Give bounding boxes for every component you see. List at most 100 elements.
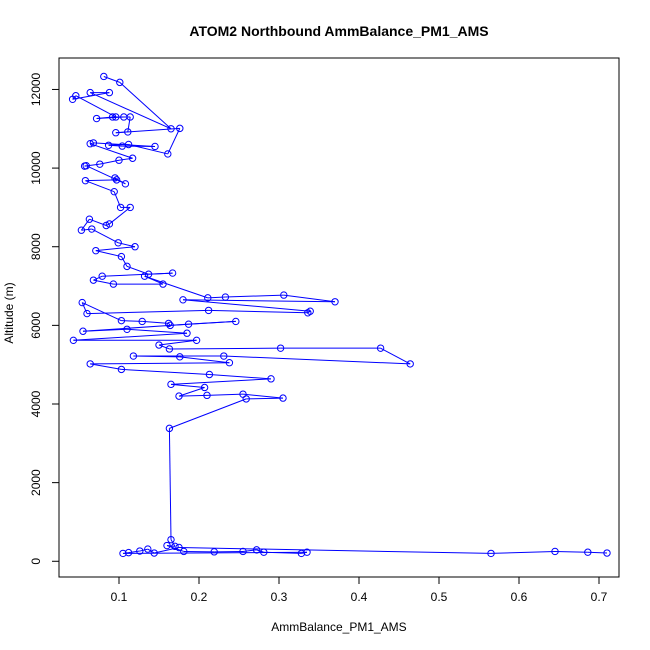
data-point xyxy=(175,392,183,400)
data-point xyxy=(105,88,114,97)
series-segment xyxy=(85,180,115,193)
data-point xyxy=(121,180,130,188)
data-point xyxy=(406,360,414,368)
data-point xyxy=(136,547,144,555)
data-point xyxy=(78,298,86,307)
data-point xyxy=(123,325,131,333)
data-point xyxy=(176,124,184,133)
data-point xyxy=(119,549,127,558)
data-point xyxy=(260,548,268,556)
data-point xyxy=(175,543,183,552)
data-point xyxy=(111,174,119,182)
data-point xyxy=(165,345,174,353)
data-point xyxy=(128,154,137,162)
series-segment xyxy=(554,550,588,553)
x-axis-label: AmmBalance_PM1_AMS xyxy=(271,620,406,634)
x-axis: 0.1 0.2 0.3 0.4 0.5 0.6 0.7 xyxy=(111,576,608,604)
series-segment xyxy=(82,328,128,332)
series-segment xyxy=(95,246,136,252)
data-point xyxy=(96,160,104,168)
y-tick-label: 4000 xyxy=(29,390,43,417)
data-point xyxy=(123,262,131,271)
series-segment xyxy=(108,144,123,147)
data-point xyxy=(167,380,175,389)
series-segment xyxy=(169,398,247,429)
data-point xyxy=(82,162,90,170)
x-tick-label: 0.3 xyxy=(271,590,288,604)
series-segment xyxy=(120,256,128,267)
data-point xyxy=(165,424,174,433)
series-segment xyxy=(121,368,210,376)
series-segment xyxy=(128,550,140,554)
series-segment xyxy=(170,383,205,388)
series-segment xyxy=(246,397,284,400)
data-point xyxy=(303,548,311,556)
data-point xyxy=(116,78,124,87)
series-segment xyxy=(90,143,133,159)
x-tick-label: 0.4 xyxy=(351,590,368,604)
series-segment xyxy=(109,207,131,225)
series-segment xyxy=(208,309,308,314)
data-point xyxy=(179,296,187,304)
data-point xyxy=(200,383,209,392)
series-segment xyxy=(182,299,311,312)
data-point xyxy=(92,246,100,255)
data-point xyxy=(98,272,106,280)
data-point xyxy=(276,344,285,352)
data-point xyxy=(584,548,592,556)
data-point xyxy=(487,549,495,558)
series-segment xyxy=(147,548,155,554)
series-segment xyxy=(380,347,411,365)
data-point xyxy=(603,549,611,557)
data-point xyxy=(210,548,218,556)
series-segment xyxy=(170,539,176,547)
data-point xyxy=(144,545,152,553)
series-segment xyxy=(223,355,411,365)
series-segment xyxy=(144,275,208,299)
series-segment xyxy=(209,374,272,380)
data-point xyxy=(126,113,134,121)
plot-frame xyxy=(58,57,620,578)
series-segment xyxy=(242,393,284,399)
data-point xyxy=(114,239,122,247)
data-point xyxy=(108,113,117,121)
data-point xyxy=(252,546,261,554)
data-point xyxy=(192,336,201,345)
y-tick-label: 10000 xyxy=(29,151,43,185)
series-segment xyxy=(188,320,236,325)
y-tick-label: 0 xyxy=(29,558,43,565)
data-point xyxy=(176,353,184,361)
series-segment xyxy=(81,228,92,231)
x-tick-label: 0.5 xyxy=(431,590,448,604)
data-point xyxy=(117,365,126,374)
data-point xyxy=(115,156,123,164)
data-point xyxy=(163,541,171,550)
data-point xyxy=(89,139,98,147)
series-segment xyxy=(178,394,208,397)
data-point xyxy=(376,344,385,352)
data-point xyxy=(150,549,158,557)
series-segment xyxy=(96,116,113,120)
series-segment xyxy=(126,328,188,334)
data-point xyxy=(79,327,87,335)
series-segment xyxy=(158,344,170,350)
y-axis-label: Altitude (m) xyxy=(2,282,16,343)
series-segment xyxy=(72,95,77,100)
data-point xyxy=(104,141,113,149)
data-point xyxy=(112,113,120,121)
data-point xyxy=(267,375,275,383)
data-point xyxy=(166,321,174,330)
series-segment xyxy=(142,320,169,324)
data-point xyxy=(204,306,213,315)
y-tick-label: 6000 xyxy=(29,312,43,339)
data-point xyxy=(140,272,149,280)
series-segment xyxy=(75,95,117,118)
series-segment xyxy=(139,548,148,552)
data-point xyxy=(225,359,234,367)
y-tick-label: 12000 xyxy=(29,72,43,106)
series-segment xyxy=(178,387,205,397)
series-segment xyxy=(225,294,284,298)
data-point xyxy=(183,329,191,337)
series-segment xyxy=(95,250,122,258)
series-segment xyxy=(73,332,188,341)
